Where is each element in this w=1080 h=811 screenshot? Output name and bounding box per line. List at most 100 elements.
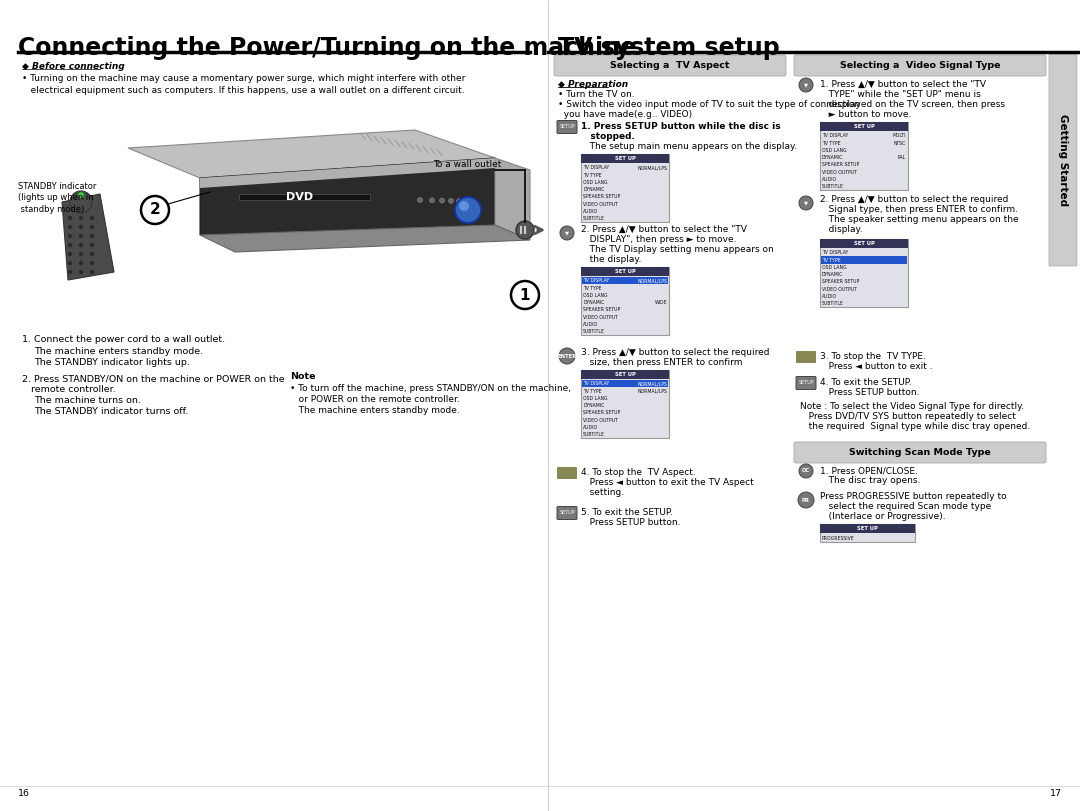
Text: displayed on the TV screen, then press: displayed on the TV screen, then press [820,100,1005,109]
FancyBboxPatch shape [796,351,816,363]
Text: • Turning on the machine may cause a momentary power surge, which might interfer: • Turning on the machine may cause a mom… [22,74,465,95]
Circle shape [79,225,83,230]
Text: you have made(e.g.. VIDEO): you have made(e.g.. VIDEO) [558,110,692,119]
FancyBboxPatch shape [554,55,786,76]
Text: NORMAL/LPS: NORMAL/LPS [637,165,667,170]
Circle shape [561,226,573,240]
Circle shape [70,191,92,213]
Circle shape [78,192,84,198]
Circle shape [440,198,445,203]
Text: ► button to move.: ► button to move. [820,110,912,119]
Circle shape [79,242,83,247]
Text: SUBTITLE: SUBTITLE [583,432,605,437]
Text: size, then press ENTER to confirm: size, then press ENTER to confirm [581,358,743,367]
Bar [820,122,908,131]
Bar [581,154,669,222]
Text: NTSC: NTSC [894,141,906,146]
Bar [820,239,908,248]
Text: SET UP: SET UP [858,526,878,531]
Circle shape [67,251,72,256]
Text: ▼: ▼ [804,83,808,88]
Text: OSD LANG: OSD LANG [583,293,608,298]
Text: SUBTITLE: SUBTITLE [822,184,843,189]
Circle shape [430,198,434,203]
Circle shape [67,260,72,265]
Text: SPEAKER SETUP: SPEAKER SETUP [583,410,620,415]
Circle shape [90,216,95,221]
Text: • Switch the video input mode of TV to suit the type of connection: • Switch the video input mode of TV to s… [558,100,860,109]
Circle shape [67,216,72,221]
Text: Press PROGRESSIVE button repeatedly to: Press PROGRESSIVE button repeatedly to [820,492,1007,501]
Text: WIDE: WIDE [654,300,667,305]
FancyBboxPatch shape [557,121,577,134]
Text: AUDIO: AUDIO [822,177,837,182]
Text: Selecting a  TV Aspect: Selecting a TV Aspect [610,61,730,70]
Circle shape [90,225,95,230]
Text: SPEAKER SETUP: SPEAKER SETUP [822,162,860,168]
Text: DVD: DVD [286,192,313,202]
Polygon shape [200,158,495,235]
Text: The machine enters standby mode.: The machine enters standby mode. [291,406,460,415]
Text: Note : To select the Video Signal Type for directly.: Note : To select the Video Signal Type f… [800,402,1024,411]
Text: 2. Press STANDBY/ON on the machine or POWER on the: 2. Press STANDBY/ON on the machine or PO… [22,374,285,383]
Text: 5. To exit the SETUP.: 5. To exit the SETUP. [581,508,673,517]
Text: The STANDBY indicator lights up.: The STANDBY indicator lights up. [33,358,190,367]
Text: Selecting a  Video Signal Type: Selecting a Video Signal Type [840,61,1000,70]
Bar [820,239,908,307]
Circle shape [79,234,83,238]
Text: The STANDBY indicator turns off.: The STANDBY indicator turns off. [33,407,188,416]
Text: ▼: ▼ [565,230,569,235]
Text: SETUP: SETUP [798,380,814,385]
Text: 4. To exit the SETUP.: 4. To exit the SETUP. [820,378,912,387]
Text: TV system setup: TV system setup [558,36,780,60]
Text: Press SETUP button.: Press SETUP button. [581,518,680,527]
Circle shape [799,464,813,478]
Circle shape [67,269,72,274]
Text: TV TYPE: TV TYPE [822,258,840,263]
Text: DYNAMIC: DYNAMIC [822,272,843,277]
Text: SPEAKER SETUP: SPEAKER SETUP [583,307,620,312]
Text: VIDEO OUTPUT: VIDEO OUTPUT [583,418,618,423]
Text: The machine enters standby mode.: The machine enters standby mode. [33,347,203,356]
Text: • To turn off the machine, press STANDBY/ON on the machine,: • To turn off the machine, press STANDBY… [291,384,571,393]
Text: TV DISPLAY: TV DISPLAY [583,278,609,284]
Text: 1. Press OPEN/CLOSE.: 1. Press OPEN/CLOSE. [820,466,918,475]
Polygon shape [129,130,495,178]
Text: Connecting the Power/Turning on the machine: Connecting the Power/Turning on the mach… [18,36,636,60]
Text: The speaker setting menu appears on the: The speaker setting menu appears on the [820,215,1018,224]
Bar [820,524,915,542]
Bar [821,256,907,264]
Text: The TV Display setting menu appears on: The TV Display setting menu appears on [581,245,773,254]
Text: Press SETUP button.: Press SETUP button. [820,388,919,397]
Circle shape [79,251,83,256]
Text: NORMAL/LPS: NORMAL/LPS [637,388,667,393]
Polygon shape [200,158,495,188]
Circle shape [79,260,83,265]
Text: or POWER on the remote controller.: or POWER on the remote controller. [291,395,460,404]
FancyBboxPatch shape [794,442,1047,463]
Circle shape [455,197,481,223]
Text: 2. Press ▲/▼ button to select the required: 2. Press ▲/▼ button to select the requir… [820,195,1009,204]
Text: PROGRESSIVE: PROGRESSIVE [822,536,854,541]
Text: DISPLAY", then press ► to move.: DISPLAY", then press ► to move. [581,235,737,244]
Text: TV DISPLAY: TV DISPLAY [583,165,609,170]
Text: OSD LANG: OSD LANG [822,265,847,270]
Circle shape [141,196,168,224]
Text: TV DISPLAY: TV DISPLAY [583,381,609,387]
Text: (Interlace or Progressive).: (Interlace or Progressive). [820,512,946,521]
Bar [581,267,669,335]
Polygon shape [62,194,114,280]
FancyBboxPatch shape [796,376,816,389]
Text: The machine turns on.: The machine turns on. [33,396,140,405]
Text: Press DVD/TV SYS button repeatedly to select: Press DVD/TV SYS button repeatedly to se… [800,412,1016,421]
Text: TV TYPE: TV TYPE [583,388,602,393]
Circle shape [799,196,813,210]
Text: DYNAMIC: DYNAMIC [822,155,843,161]
Text: NORMAL/LPS: NORMAL/LPS [637,381,667,387]
Text: TV TYPE: TV TYPE [583,285,602,290]
Circle shape [418,198,422,203]
Text: To a wall outlet: To a wall outlet [433,160,501,169]
Text: OSD LANG: OSD LANG [822,148,847,153]
Circle shape [79,269,83,274]
Text: SUBTITLE: SUBTITLE [822,301,843,307]
